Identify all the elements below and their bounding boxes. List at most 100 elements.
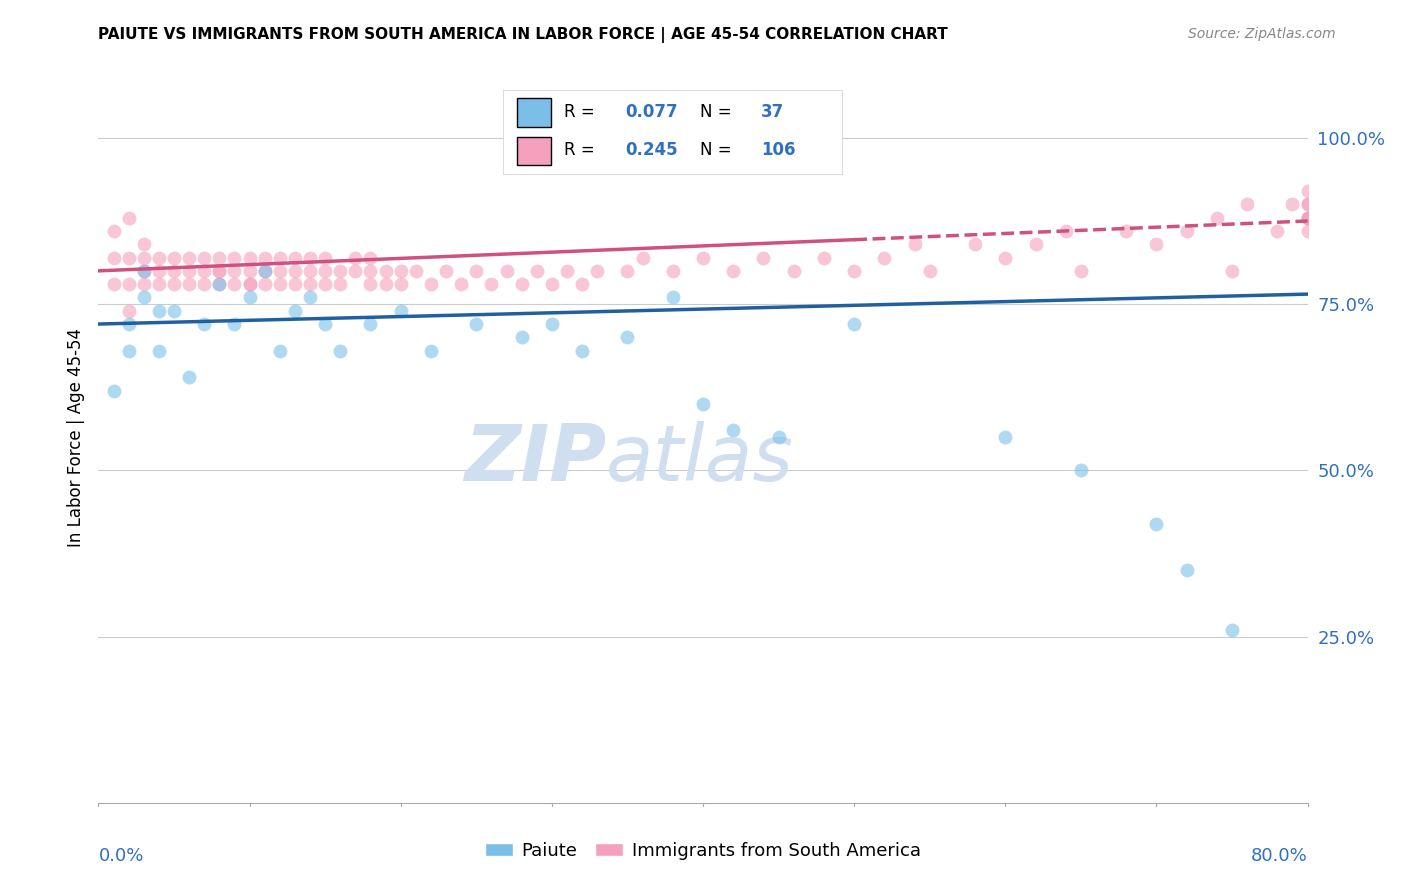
Point: [374, 277, 396, 292]
Point: [253, 264, 276, 278]
Point: [253, 264, 276, 278]
Point: [148, 303, 170, 318]
Point: [344, 264, 367, 278]
Point: [179, 251, 201, 265]
Point: [586, 264, 609, 278]
Point: [616, 330, 638, 344]
Point: [904, 237, 927, 252]
Point: [224, 264, 246, 278]
Point: [555, 264, 578, 278]
Point: [284, 264, 307, 278]
Point: [616, 264, 638, 278]
Point: [253, 277, 276, 292]
Point: [239, 277, 262, 292]
Point: [374, 264, 396, 278]
Text: Source: ZipAtlas.com: Source: ZipAtlas.com: [1188, 27, 1336, 41]
Point: [193, 251, 215, 265]
Point: [420, 343, 443, 358]
Point: [994, 430, 1017, 444]
Point: [495, 264, 517, 278]
Text: PAIUTE VS IMMIGRANTS FROM SOUTH AMERICA IN LABOR FORCE | AGE 45-54 CORRELATION C: PAIUTE VS IMMIGRANTS FROM SOUTH AMERICA …: [98, 27, 948, 43]
Point: [118, 277, 141, 292]
Point: [344, 251, 367, 265]
Point: [1296, 184, 1319, 198]
Point: [103, 277, 125, 292]
Point: [148, 277, 170, 292]
Point: [132, 290, 155, 304]
Point: [224, 277, 246, 292]
Point: [844, 317, 866, 331]
Point: [314, 264, 336, 278]
Point: [571, 343, 593, 358]
Point: [148, 251, 170, 265]
Point: [783, 264, 806, 278]
Point: [118, 343, 141, 358]
Point: [329, 343, 352, 358]
Point: [284, 303, 307, 318]
Point: [239, 290, 262, 304]
Point: [723, 264, 745, 278]
Point: [813, 251, 835, 265]
Point: [1144, 237, 1167, 252]
Point: [329, 277, 352, 292]
Point: [208, 264, 231, 278]
Point: [1296, 211, 1319, 225]
Point: [1024, 237, 1046, 252]
Point: [208, 264, 231, 278]
Point: [1267, 224, 1289, 238]
Point: [329, 264, 352, 278]
Point: [269, 277, 291, 292]
Point: [284, 277, 307, 292]
Point: [1070, 463, 1092, 477]
Point: [103, 384, 125, 398]
Point: [132, 251, 155, 265]
Point: [1236, 197, 1258, 211]
Point: [239, 277, 262, 292]
Point: [1296, 211, 1319, 225]
Point: [208, 251, 231, 265]
Point: [1175, 224, 1198, 238]
Point: [132, 264, 155, 278]
Point: [163, 251, 186, 265]
Point: [314, 277, 336, 292]
Point: [768, 430, 790, 444]
Point: [918, 264, 941, 278]
Point: [224, 317, 246, 331]
Point: [132, 277, 155, 292]
Point: [269, 343, 291, 358]
Point: [1296, 197, 1319, 211]
Point: [450, 277, 472, 292]
Point: [1175, 563, 1198, 577]
Point: [132, 264, 155, 278]
Point: [118, 303, 141, 318]
Point: [179, 264, 201, 278]
Point: [1115, 224, 1137, 238]
Text: 80.0%: 80.0%: [1251, 847, 1308, 865]
Point: [299, 277, 322, 292]
Point: [253, 251, 276, 265]
Point: [434, 264, 457, 278]
Point: [752, 251, 775, 265]
Point: [692, 251, 714, 265]
Point: [314, 251, 336, 265]
Point: [481, 277, 503, 292]
Point: [661, 290, 683, 304]
Point: [994, 251, 1017, 265]
Point: [360, 251, 382, 265]
Point: [118, 251, 141, 265]
Point: [510, 277, 533, 292]
Point: [360, 277, 382, 292]
Point: [1070, 264, 1092, 278]
Point: [193, 317, 215, 331]
Point: [193, 264, 215, 278]
Point: [465, 317, 488, 331]
Point: [1296, 197, 1319, 211]
Point: [692, 397, 714, 411]
Point: [661, 264, 683, 278]
Point: [389, 264, 412, 278]
Point: [510, 330, 533, 344]
Point: [193, 277, 215, 292]
Point: [103, 224, 125, 238]
Point: [844, 264, 866, 278]
Point: [526, 264, 548, 278]
